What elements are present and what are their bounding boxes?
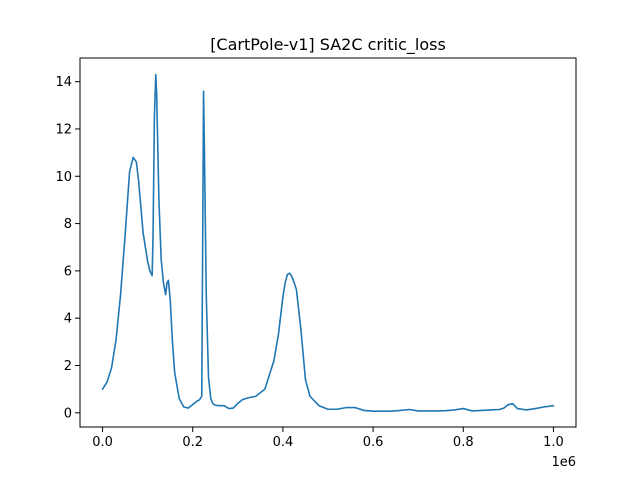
chart-title: [CartPole-v1] SA2C critic_loss [210,35,446,55]
x-tick-label: 0.4 [273,435,294,450]
x-offset-label: 1e6 [551,455,576,470]
y-tick-label: 8 [64,217,72,232]
x-tick-label: 1.0 [543,435,564,450]
x-tick-label: 0.2 [182,435,203,450]
y-tick-label: 2 [64,359,72,374]
series-line-critic_loss [101,73,555,412]
x-tick-label: 0.6 [363,435,384,450]
y-tick-label: 4 [64,312,72,327]
axis-ticks: 0.0 0.2 0.4 0.6 0.8 1.0 0 2 4 6 8 10 12 14 [55,75,563,450]
x-tick-label: 0.8 [453,435,474,450]
y-tick-label: 14 [55,75,72,90]
y-tick-label: 10 [55,170,72,185]
y-tick-label: 6 [64,264,72,279]
y-tick-label: 12 [55,122,72,137]
axes-frame [79,57,577,428]
x-tick-label: 0.0 [92,435,113,450]
plot-area [101,73,555,412]
y-tick-label: 0 [64,406,72,421]
